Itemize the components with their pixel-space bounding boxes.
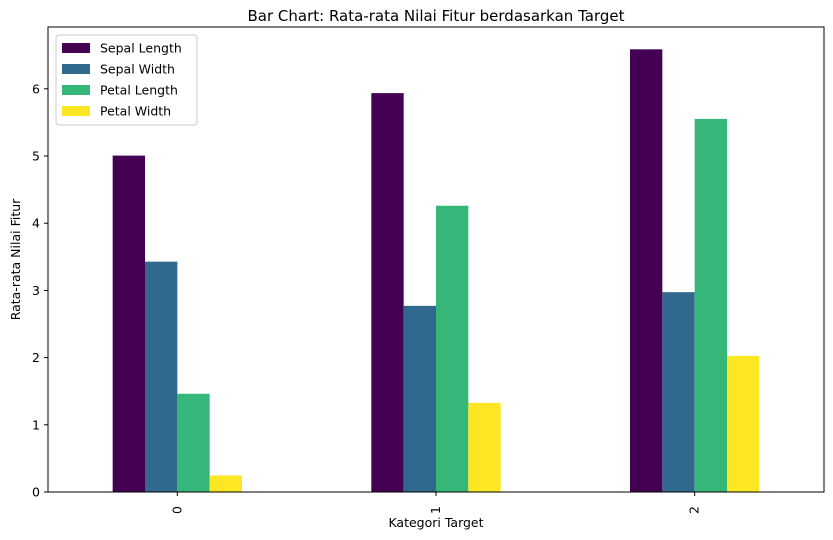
bar-sepal-width-cat-1 — [403, 305, 436, 492]
x-tick-label: 2 — [687, 506, 702, 514]
y-axis-label: Rata-rata Nilai Fitur — [8, 198, 23, 320]
chart-title: Bar Chart: Rata-rata Nilai Fitur berdasa… — [248, 7, 625, 25]
legend: Sepal Length Sepal Width Petal Length Petal… — [55, 34, 198, 126]
y-tick-label: 1 — [32, 417, 40, 432]
legend-label-sepal-width: Sepal Width — [100, 62, 175, 77]
legend-label-petal-width: Petal Width — [100, 104, 171, 119]
bars-group — [112, 49, 760, 493]
x-axis: 0 1 2 — [169, 492, 702, 514]
legend-swatch-petal-width — [62, 106, 90, 116]
bar-petal-width-cat-2 — [727, 355, 760, 492]
y-axis: 0 1 2 3 4 5 6 — [32, 81, 48, 500]
legend-label-sepal-length: Sepal Length — [100, 41, 182, 56]
bar-petal-width-cat-0 — [209, 475, 242, 492]
legend-swatch-sepal-width — [62, 64, 90, 74]
bar-petal-width-cat-1 — [468, 402, 501, 492]
bar-sepal-width-cat-2 — [662, 292, 695, 492]
legend-swatch-sepal-length — [62, 43, 90, 53]
legend-swatch-petal-length — [62, 85, 90, 95]
y-tick-label: 4 — [32, 216, 40, 231]
x-axis-label: Kategori Target — [388, 515, 483, 530]
bar-sepal-length-cat-1 — [371, 93, 404, 493]
y-tick-label: 6 — [32, 81, 40, 96]
bar-sepal-length-cat-2 — [630, 49, 663, 493]
bar-petal-length-cat-1 — [436, 205, 469, 493]
y-tick-label: 2 — [32, 350, 40, 365]
legend-box — [55, 34, 198, 126]
bar-sepal-width-cat-0 — [145, 261, 178, 492]
x-tick-label: 0 — [169, 506, 184, 514]
y-tick-label: 5 — [32, 149, 40, 164]
bar-sepal-length-cat-0 — [112, 155, 145, 493]
bar-petal-length-cat-2 — [694, 118, 727, 493]
bar-petal-length-cat-0 — [177, 393, 210, 492]
x-tick-label: 1 — [428, 506, 443, 514]
y-tick-label: 3 — [32, 283, 40, 298]
y-tick-label: 0 — [32, 485, 40, 500]
legend-label-petal-length: Petal Length — [100, 83, 178, 98]
